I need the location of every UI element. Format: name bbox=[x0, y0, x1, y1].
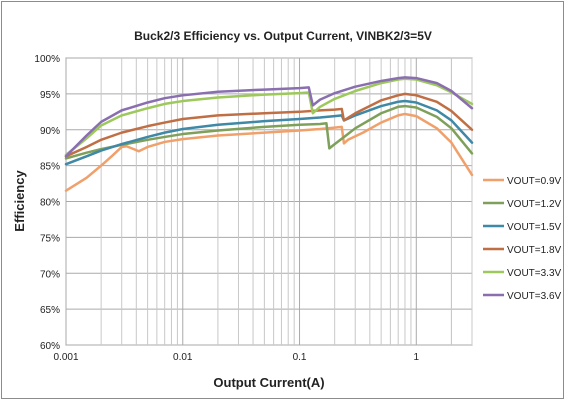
y-tick-label: 100% bbox=[34, 54, 60, 65]
y-tick-label: 95% bbox=[40, 90, 60, 101]
y-tick-label: 75% bbox=[40, 233, 60, 244]
x-tick-label: 1 bbox=[414, 352, 420, 363]
x-tick-labels: 0.001 0.01 0.1 1 bbox=[53, 352, 419, 363]
series-line bbox=[64, 92, 474, 158]
x-tick-label: 0.001 bbox=[53, 352, 78, 363]
y-tick-label: 65% bbox=[40, 305, 60, 316]
y-tick-label: 90% bbox=[40, 126, 60, 137]
y-tick-label: 80% bbox=[40, 198, 60, 209]
legend-label: VOUT=1.5V bbox=[507, 222, 562, 233]
series-line bbox=[64, 104, 474, 160]
series-line bbox=[64, 112, 474, 192]
series-line bbox=[64, 76, 474, 158]
y-axis-label: Efficiency bbox=[12, 170, 27, 232]
legend-label: VOUT=0.9V bbox=[507, 176, 562, 187]
x-tick-label: 0.1 bbox=[293, 352, 307, 363]
series-line bbox=[64, 77, 474, 157]
legend-label: VOUT=1.8V bbox=[507, 245, 562, 256]
legend-label: VOUT=3.3V bbox=[507, 268, 562, 279]
y-tick-label: 60% bbox=[40, 341, 60, 352]
x-axis-label: Output Current(A) bbox=[213, 375, 324, 390]
legend-label: VOUT=3.6V bbox=[507, 291, 562, 302]
legend: VOUT=0.9V VOUT=1.2V VOUT=1.5V VOUT=1.8V VOUT… bbox=[483, 176, 562, 302]
y-tick-label: 85% bbox=[40, 162, 60, 173]
y-tick-label: 70% bbox=[40, 269, 60, 280]
legend-label: VOUT=1.2V bbox=[507, 199, 562, 210]
series-line bbox=[64, 99, 474, 166]
chart-title: Buck2/3 Efficiency vs. Output Current, V… bbox=[134, 29, 432, 43]
series-layer bbox=[64, 76, 474, 192]
y-tick-labels: 60% 65% 70% 75% 80% 85% 90% 95% 100% bbox=[34, 54, 60, 352]
x-tick-label: 0.01 bbox=[173, 352, 193, 363]
